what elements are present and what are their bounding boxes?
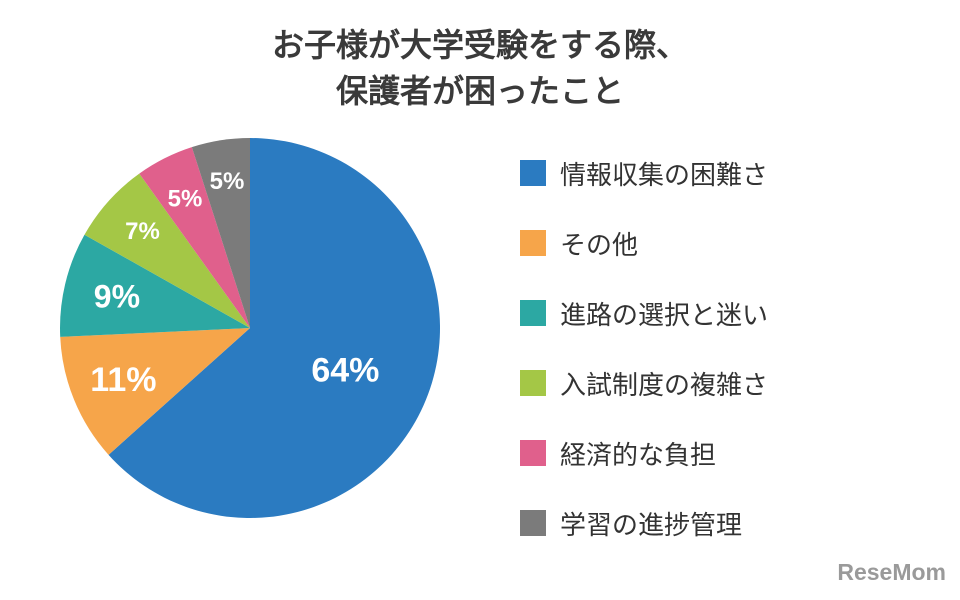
- legend-label: 入試制度の複雑さ: [560, 370, 769, 401]
- slice-value-label: 7%: [125, 218, 160, 245]
- legend-swatch: [520, 160, 546, 186]
- legend-item: その他: [520, 208, 940, 278]
- slice-value-label: 64%: [311, 352, 379, 390]
- pie-slice: [60, 328, 251, 455]
- legend-swatch: [520, 370, 546, 396]
- chart-title: お子様が大学受験をする際、 保護者が困ったこと: [0, 22, 960, 114]
- resemom-logo: ReseMom: [837, 559, 946, 585]
- chart-title-line-2: 保護者が困ったこと: [335, 72, 624, 110]
- legend-item: 学習の進捗管理: [520, 488, 940, 558]
- slice-value-label: 11%: [90, 361, 156, 399]
- chart-legend: 情報収集の困難さ その他進路の選択と迷い 入試制度の複雑さ 経済的な負担 学習の進捗管理: [520, 138, 940, 558]
- legend-label: その他: [560, 230, 639, 261]
- pie-slice: [139, 147, 250, 328]
- slice-value-label: 5%: [210, 168, 245, 195]
- legend-label: 情報収集の困難さ: [560, 160, 769, 191]
- pie-value-labels: 64% 11% 9% 7% 5% 5%: [90, 168, 379, 399]
- legend-item: 情報収集の困難さ: [520, 138, 940, 208]
- pie-slice: [84, 173, 250, 328]
- legend-item: 入試制度の複雑さ: [520, 348, 940, 418]
- pie-slice: [191, 138, 250, 328]
- pie-slice: [108, 138, 441, 518]
- legend-item: 進路の選択と迷い: [520, 278, 940, 348]
- chart-title-line-1: お子様が大学受験をする際、: [271, 26, 688, 64]
- legend-swatch: [520, 440, 546, 466]
- pie-slices: [60, 138, 441, 518]
- legend-label: 学習の進捗管理: [560, 510, 743, 541]
- legend-item: 経済的な負担: [520, 418, 940, 488]
- pie-slice: [60, 234, 250, 337]
- legend-label: 進路の選択と迷い: [560, 300, 769, 331]
- legend-label: 経済的な負担: [560, 440, 717, 471]
- legend-swatch: [520, 230, 546, 256]
- slice-value-label: 9%: [94, 278, 140, 314]
- slice-value-label: 5%: [168, 186, 203, 213]
- legend-swatch: [520, 510, 546, 536]
- legend-swatch: [520, 300, 546, 326]
